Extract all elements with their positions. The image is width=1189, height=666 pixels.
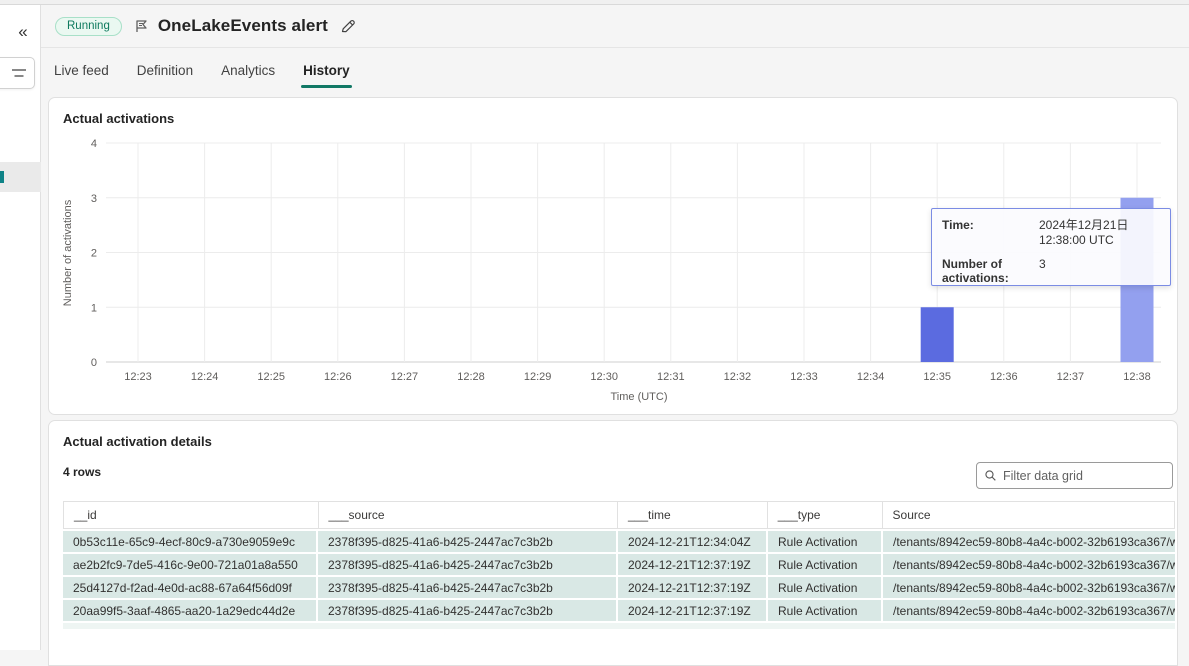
x-tick-label: 12:29: [524, 371, 552, 383]
y-tick-label: 0: [91, 357, 97, 369]
x-tick-label: 12:37: [1057, 371, 1085, 383]
x-tick-label: 12:38: [1123, 371, 1151, 383]
table-row[interactable]: 20aa99f5-3aaf-4865-aa20-1a29edc44d2e 2378…: [63, 600, 1175, 621]
row-count: 4 rows: [63, 465, 102, 479]
x-tick-label: 12:24: [191, 371, 219, 383]
table-cell: /tenants/8942ec59-80b8-4a4c-b002-32b6193…: [883, 600, 1175, 621]
table-cell: 0b53c11e-65c9-4ecf-80c9-a730e9059e9c: [63, 531, 318, 552]
sidebar-filter-button[interactable]: [0, 57, 35, 89]
x-tick-label: 12:35: [923, 371, 951, 383]
x-tick-label: 12:28: [457, 371, 485, 383]
tab-definition[interactable]: Definition: [135, 48, 195, 92]
table-row[interactable]: 0b53c11e-65c9-4ecf-80c9-a730e9059e9c 2378…: [63, 531, 1175, 552]
chart-card: Actual activations 0 1 2 3 4 12:23 12:24 12:25 1…: [48, 97, 1178, 415]
collapse-pane-button[interactable]: «: [10, 19, 36, 45]
table-cell: ae2b2fc9-7de5-416c-9e00-721a01a8a550: [63, 554, 318, 575]
table-cell: 2024-12-21T12:37:19Z: [618, 554, 768, 575]
y-tick-label: 3: [91, 193, 97, 205]
tooltip-time-value: 2024年12月21日 12:38:00 UTC: [1039, 218, 1129, 247]
filter-input[interactable]: [1003, 468, 1164, 483]
pencil-icon: [341, 20, 355, 33]
table-cell: /tenants/8942ec59-80b8-4a4c-b002-32b6193…: [883, 554, 1175, 575]
table-cell: 25d4127d-f2ad-4e0d-ac88-67a64f56d09f: [63, 577, 318, 598]
column-header[interactable]: Source: [892, 508, 931, 522]
table-cell: 2024-12-21T12:34:04Z: [618, 531, 768, 552]
x-tick-label: 12:26: [324, 371, 352, 383]
activations-chart[interactable]: 0 1 2 3 4 12:23 12:24 12:25 12:26 12:27 12:28 12:29…: [49, 127, 1177, 413]
y-tick-label: 1: [91, 302, 97, 314]
column-header[interactable]: ___time: [618, 502, 768, 528]
grid-header: __id ___source ___time ___type Source: [63, 501, 1175, 529]
left-sidebar: «: [0, 5, 41, 650]
table-cell: /tenants/8942ec59-80b8-4a4c-b002-32b6193…: [883, 531, 1175, 552]
table-cell: 2378f395-d825-41a6-b425-2447ac7c3b2b: [318, 531, 618, 552]
table-row[interactable]: 25d4127d-f2ad-4e0d-ac88-67a64f56d09f 2378…: [63, 577, 1175, 598]
details-title: Actual activation details: [63, 434, 212, 449]
tooltip-count-label: Number of activations:: [942, 257, 1009, 285]
tab-bar: Live feed Definition Analytics History: [41, 48, 1189, 92]
column-header[interactable]: ___source: [319, 502, 618, 528]
chart-tooltip: Time: 2024年12月21日 12:38:00 UTC Number of…: [931, 208, 1171, 286]
page-title: OneLakeEvents alert: [157, 16, 328, 35]
double-chevron-left-icon: «: [18, 22, 28, 41]
x-tick-label: 12:34: [857, 371, 885, 383]
bar-12:35[interactable]: [920, 307, 954, 362]
status-badge: Running: [55, 16, 122, 36]
table-cell: 20aa99f5-3aaf-4865-aa20-1a29edc44d2e: [63, 600, 318, 621]
tab-analytics[interactable]: Analytics: [219, 48, 277, 92]
details-card: Actual activation details 4 rows __id___…: [48, 420, 1178, 666]
grid-body: 0b53c11e-65c9-4ecf-80c9-a730e9059e9c 2378…: [63, 531, 1175, 621]
table-cell: 2378f395-d825-41a6-b425-2447ac7c3b2b: [318, 577, 618, 598]
top-window-strip: [0, 0, 1189, 5]
y-tick-label: 2: [91, 248, 97, 260]
table-cell: 2024-12-21T12:37:19Z: [618, 600, 768, 621]
tab-history[interactable]: History: [301, 48, 352, 92]
x-axis-title: Time (UTC): [610, 391, 667, 403]
tooltip-count-value: 3: [1039, 257, 1046, 271]
table-cell: Rule Activation: [768, 577, 883, 598]
sidebar-selected-item[interactable]: [0, 162, 41, 192]
filter-box[interactable]: [976, 462, 1173, 489]
x-tick-label: 12:27: [391, 371, 419, 383]
y-tick-label: 4: [91, 138, 97, 150]
table-cell: 2378f395-d825-41a6-b425-2447ac7c3b2b: [318, 554, 618, 575]
x-tick-label: 12:32: [724, 371, 752, 383]
table-cell: 2378f395-d825-41a6-b425-2447ac7c3b2b: [318, 600, 618, 621]
table-cell: 2024-12-21T12:37:19Z: [618, 577, 768, 598]
table-cell: /tenants/8942ec59-80b8-4a4c-b002-32b6193…: [883, 577, 1175, 598]
activator-icon: [136, 19, 147, 32]
table-row[interactable]: ae2b2fc9-7de5-416c-9e00-721a01a8a550 2378…: [63, 554, 1175, 575]
column-header[interactable]: ___type: [768, 502, 883, 528]
x-tick-label: 12:36: [990, 371, 1018, 383]
table-cell: Rule Activation: [768, 531, 883, 552]
x-tick-label: 12:30: [590, 371, 618, 383]
x-tick-label: 12:23: [124, 371, 152, 383]
item-icon: [0, 171, 4, 183]
table-cell: Rule Activation: [768, 600, 883, 621]
data-grid: __id ___source ___time ___type Source 0b53c1…: [63, 501, 1175, 629]
chart-title: Actual activations: [63, 111, 175, 126]
column-header[interactable]: __id: [64, 502, 319, 528]
filter-lines-icon: [12, 69, 26, 77]
y-axis-title: Number of activations: [62, 199, 74, 306]
table-cell: Rule Activation: [768, 554, 883, 575]
tooltip-time-label: Time:: [942, 218, 974, 232]
grid-foot-strip: [63, 623, 1175, 629]
search-icon: [985, 470, 996, 481]
x-tick-label: 12:33: [790, 371, 818, 383]
x-tick-label: 12:25: [257, 371, 285, 383]
title-bar: Running OneLakeEvents alert: [41, 5, 1189, 48]
x-tick-label: 12:31: [657, 371, 685, 383]
tab-live-feed[interactable]: Live feed: [52, 48, 111, 92]
edit-title-button[interactable]: [340, 18, 356, 34]
